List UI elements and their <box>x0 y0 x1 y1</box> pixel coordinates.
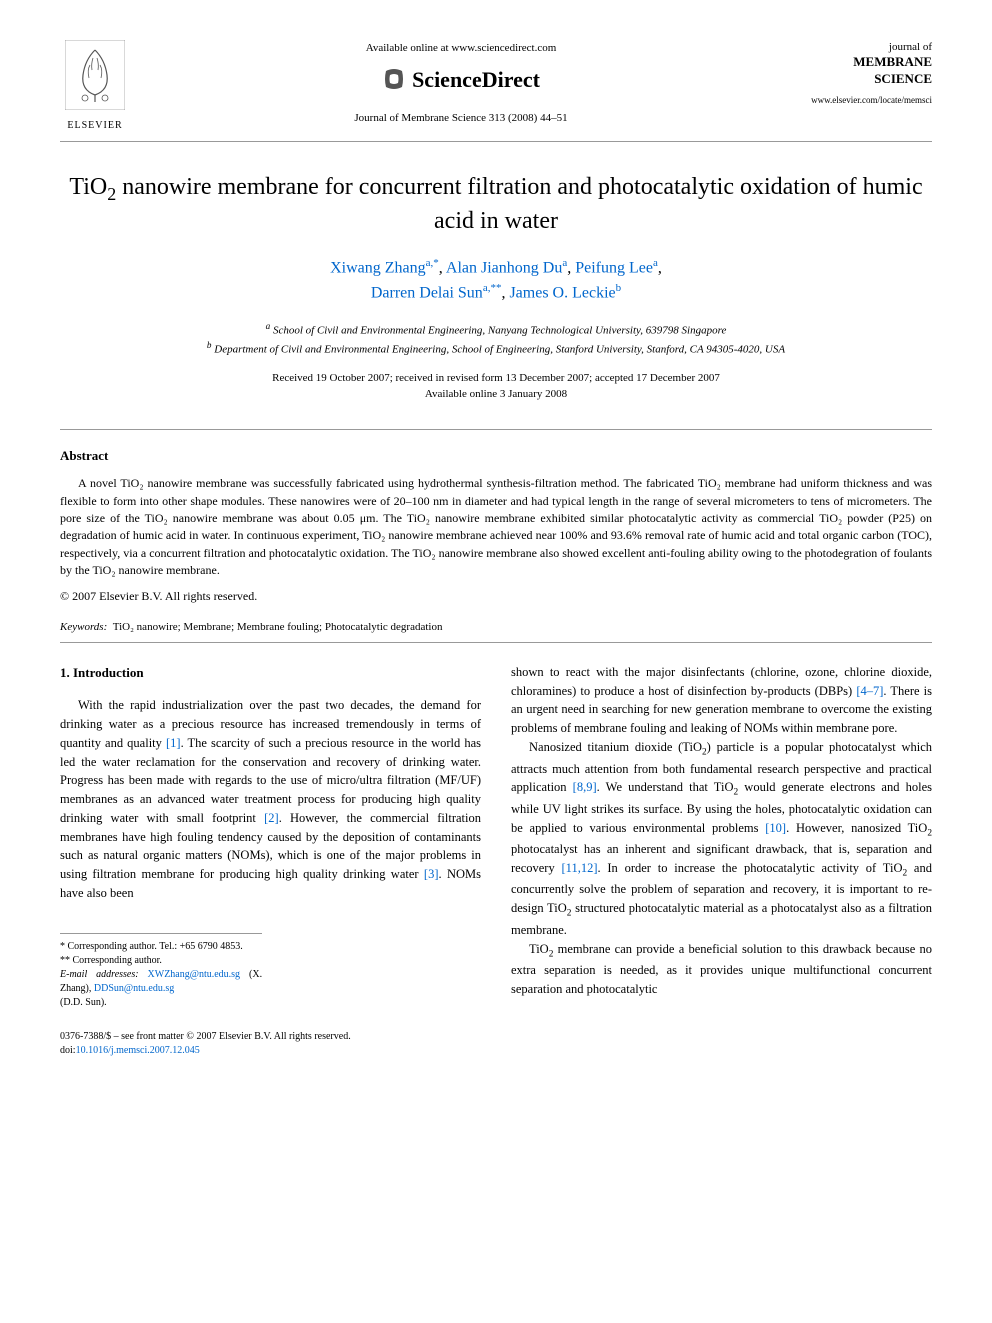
article-dates: Received 19 October 2007; received in re… <box>60 370 932 403</box>
received-date: Received 19 October 2007; received in re… <box>272 372 720 384</box>
header-row: ELSEVIER Available online at www.science… <box>60 40 932 133</box>
abstract-copyright: © 2007 Elsevier B.V. All rights reserved… <box>60 587 932 605</box>
sciencedirect-text: ScienceDirect <box>412 63 540 96</box>
ref-link-2[interactable]: [2] <box>264 811 279 825</box>
affiliation-b: Department of Civil and Environmental En… <box>214 343 785 355</box>
keywords-block: Keywords: TiO₂ nanowire; Membrane; Membr… <box>60 619 932 636</box>
body-columns: 1. Introduction With the rapid industria… <box>60 663 932 1010</box>
available-online-text: Available online at www.sciencedirect.co… <box>130 40 792 57</box>
abstract-bottom-divider <box>60 642 932 643</box>
ref-link-3[interactable]: [3] <box>424 867 439 881</box>
article-title: TiO2 nanowire membrane for concurrent fi… <box>60 172 932 237</box>
introduction-heading: 1. Introduction <box>60 663 481 683</box>
journal-url: www.elsevier.com/locate/memsci <box>792 94 932 108</box>
author-sup-1: a <box>562 257 567 269</box>
author-sup-2: a <box>653 257 658 269</box>
sciencedirect-icon <box>382 67 406 91</box>
footer-issn: 0376-7388/$ – see front matter © 2007 El… <box>60 1030 932 1044</box>
ref-link-47[interactable]: [4–7] <box>856 684 883 698</box>
abstract-content: A novel TiO₂ nanowire membrane was succe… <box>60 476 932 577</box>
journal-name-line3: SCIENCE <box>792 71 932 88</box>
footnotes: * Corresponding author. Tel.: +65 6790 4… <box>60 933 262 1010</box>
email-label: E-mail addresses: <box>60 969 139 980</box>
author-link-2[interactable]: Peifung Lee <box>575 259 653 276</box>
col2-para-1: shown to react with the major disinfecta… <box>511 663 932 738</box>
right-column: shown to react with the major disinfecta… <box>511 663 932 1010</box>
keywords-text: TiO₂ nanowire; Membrane; Membrane foulin… <box>113 621 443 633</box>
doi-link[interactable]: 10.1016/j.memsci.2007.12.045 <box>76 1045 200 1056</box>
footer-doi: doi:10.1016/j.memsci.2007.12.045 <box>60 1044 932 1058</box>
journal-reference: Journal of Membrane Science 313 (2008) 4… <box>130 110 792 127</box>
author-sup-0: a,* <box>426 257 439 269</box>
email-link-2[interactable]: DDSun@ntu.edu.sg <box>94 983 174 994</box>
footnote-corr2: ** Corresponding author. <box>60 954 262 968</box>
elsevier-tree-icon <box>65 40 125 110</box>
abstract-heading: Abstract <box>60 446 932 466</box>
journal-logo: journal of MEMBRANE SCIENCE www.elsevier… <box>792 40 932 108</box>
title-part2: nanowire membrane for concurrent filtrat… <box>116 174 922 234</box>
author-link-3[interactable]: Darren Delai Sun <box>371 285 483 302</box>
author-name-0: Xiwang Zhang <box>330 259 426 276</box>
journal-name-line1: journal of <box>792 40 932 54</box>
left-column: 1. Introduction With the rapid industria… <box>60 663 481 1010</box>
affiliations: a School of Civil and Environmental Engi… <box>60 320 932 358</box>
available-date: Available online 3 January 2008 <box>425 388 567 400</box>
author-name-4: James O. Leckie <box>509 285 615 302</box>
sciencedirect-logo: ScienceDirect <box>130 63 792 96</box>
abstract-text: A novel TiO₂ nanowire membrane was succe… <box>60 475 932 579</box>
title-sub1: 2 <box>107 183 116 203</box>
keywords-label: Keywords: <box>60 621 107 633</box>
ref-link-1112[interactable]: [11,12] <box>562 861 598 875</box>
ref-link-10[interactable]: [10] <box>765 821 786 835</box>
center-header: Available online at www.sciencedirect.co… <box>130 40 792 126</box>
author-name-2: Peifung Lee <box>575 259 653 276</box>
intro-para-1: With the rapid industrialization over th… <box>60 696 481 902</box>
author-link-1[interactable]: Alan Jianhong Du <box>446 259 562 276</box>
author-name-1: Alan Jianhong Du <box>446 259 562 276</box>
abstract-top-divider <box>60 429 932 430</box>
email-link-1[interactable]: XWZhang@ntu.edu.sg <box>148 969 241 980</box>
elsevier-label: ELSEVIER <box>60 118 130 133</box>
title-part1: TiO <box>69 174 107 200</box>
email-name-2: (D.D. Sun). <box>60 997 107 1008</box>
header-divider <box>60 141 932 142</box>
elsevier-logo: ELSEVIER <box>60 40 130 133</box>
author-sup-3: a,** <box>483 282 502 294</box>
author-sup-4: b <box>616 282 622 294</box>
author-name-3: Darren Delai Sun <box>371 285 483 302</box>
col2-para-2: Nanosized titanium dioxide (TiO2) partic… <box>511 738 932 940</box>
ref-link-89[interactable]: [8,9] <box>573 780 597 794</box>
doi-label: doi: <box>60 1045 76 1056</box>
author-link-0[interactable]: Xiwang Zhang <box>330 259 426 276</box>
ref-link-1[interactable]: [1] <box>166 736 181 750</box>
affiliation-a: School of Civil and Environmental Engine… <box>273 324 726 336</box>
page-footer: 0376-7388/$ – see front matter © 2007 El… <box>60 1030 932 1058</box>
journal-name-line2: MEMBRANE <box>792 54 932 71</box>
authors-block: Xiwang Zhanga,*, Alan Jianhong Dua, Peif… <box>60 255 932 306</box>
footnote-emails: E-mail addresses: XWZhang@ntu.edu.sg (X.… <box>60 968 262 1010</box>
col2-para-3: TiO2 membrane can provide a beneficial s… <box>511 940 932 999</box>
author-link-4[interactable]: James O. Leckie <box>509 285 615 302</box>
footnote-corr1: * Corresponding author. Tel.: +65 6790 4… <box>60 940 262 954</box>
